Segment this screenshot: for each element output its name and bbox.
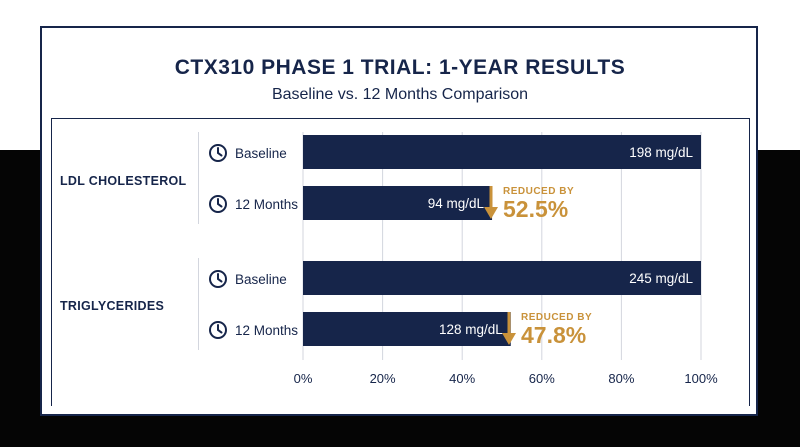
- reduction-callout: REDUCED BY 47.8%: [501, 311, 592, 347]
- bar: [303, 186, 493, 220]
- bar-value-label: 245 mg/dL: [629, 271, 693, 286]
- reduction-label: REDUCED BY: [503, 185, 575, 197]
- reduction-label: REDUCED BY: [521, 311, 593, 323]
- x-tick-label: 80%: [608, 371, 634, 386]
- arrow-down-icon: [484, 186, 498, 219]
- row-label-text: Baseline: [235, 271, 287, 287]
- row-label: Baseline: [208, 141, 287, 165]
- group-separator: [198, 258, 199, 350]
- x-tick-label: 100%: [684, 371, 718, 386]
- clock-icon: [209, 144, 227, 162]
- row-label: 12 Months: [208, 318, 298, 342]
- x-tick-label: 60%: [529, 371, 555, 386]
- bar: [303, 135, 701, 169]
- panel-left-border: [51, 118, 52, 406]
- row-label: Baseline: [208, 267, 287, 291]
- row-label-text: Baseline: [235, 145, 287, 161]
- bar: [303, 261, 701, 295]
- x-tick-label: 20%: [370, 371, 396, 386]
- chart-title: CTX310 PHASE 1 TRIAL: 1-YEAR RESULTS: [174, 56, 626, 79]
- bar-value-label: 198 mg/dL: [629, 145, 693, 160]
- bar: [303, 312, 511, 346]
- bar-value-label: 128 mg/dL: [439, 322, 503, 337]
- arrow-down-icon: [502, 312, 516, 345]
- reduction-value: 47.8%: [521, 321, 587, 348]
- clock-icon: [209, 321, 227, 339]
- chart-card: [40, 26, 758, 416]
- reduction-callout: REDUCED BY 52.5%: [483, 185, 574, 221]
- bar-value-label: 94 mg/dL: [428, 196, 485, 211]
- reduction-value: 52.5%: [503, 195, 569, 222]
- group-label-triglycerides: TRIGLYCERIDES: [60, 299, 165, 313]
- row-label-text: 12 Months: [235, 322, 299, 338]
- panel-right-border: [749, 118, 750, 406]
- row-label: 12 Months: [208, 192, 298, 216]
- clock-icon: [209, 195, 227, 213]
- x-tick-label: 0%: [294, 371, 313, 386]
- group-separator: [198, 132, 199, 224]
- panel-top-border: [52, 118, 750, 119]
- x-tick-label: 40%: [449, 371, 475, 386]
- group-label-ldl: LDL CHOLESTEROL: [60, 174, 187, 188]
- row-label-text: 12 Months: [235, 196, 299, 212]
- clock-icon: [209, 270, 227, 288]
- chart-subtitle: Baseline vs. 12 Months Comparison: [271, 86, 529, 103]
